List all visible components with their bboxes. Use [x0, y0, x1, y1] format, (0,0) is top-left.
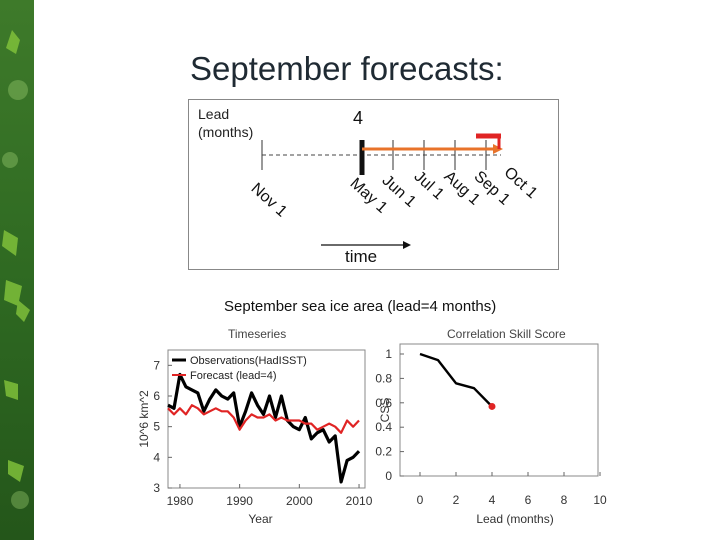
css-lead4-marker	[488, 402, 496, 410]
slide-title: September forecasts:	[190, 50, 504, 87]
y-tick-label: 7	[153, 358, 160, 372]
timeline-graphics	[261, 133, 503, 249]
x-tick-label: 2010	[346, 494, 373, 508]
css-xlabel: Lead (months)	[476, 512, 553, 526]
y-tick-label: 6	[153, 389, 160, 403]
y-tick-label: 0.2	[375, 445, 392, 459]
lead-axis-label: Lead (months)	[198, 105, 253, 141]
timeseries-plot-frame	[167, 349, 366, 489]
lead-label-line2: (months)	[198, 124, 254, 140]
css-plot-frame	[399, 343, 599, 477]
y-tick-label: 4	[153, 450, 160, 464]
x-tick-label: 2000	[286, 494, 313, 508]
x-tick-label: 10	[593, 493, 607, 507]
css-ylabel: CSS	[378, 398, 392, 423]
x-tick-label: 8	[561, 493, 568, 507]
legend-entry: Observations(HadISST)	[190, 355, 307, 367]
legend-entry: Forecast (lead=4)	[190, 370, 277, 382]
y-tick-label: 0.8	[375, 371, 392, 385]
x-tick-label: 6	[525, 493, 532, 507]
forecast-series-line	[167, 404, 360, 434]
x-tick-label: 1990	[226, 494, 253, 508]
figure-suptitle: September sea ice area (lead=4 months)	[224, 298, 496, 315]
x-tick-label: 4	[489, 493, 496, 507]
timeseries-title: Timeseries	[228, 327, 286, 341]
y-tick-label: 0.4	[375, 420, 392, 434]
observations-series-line	[167, 372, 361, 484]
forecast-lead-diagram: Lead (months) 4 time Nov 1 May 1 Jun 1 J…	[188, 99, 559, 270]
x-tick-label: 0	[417, 493, 424, 507]
css-title: Correlation Skill Score	[447, 327, 566, 341]
time-axis-label: time	[345, 247, 378, 266]
lead-label-line1: Lead	[198, 106, 230, 122]
y-tick-label: 1	[385, 347, 392, 361]
time-arrow-head	[403, 241, 411, 249]
timeseries-ylabel: 10^6 km^2	[137, 390, 151, 448]
y-tick-label: 0	[385, 469, 392, 483]
x-tick-label: 1980	[167, 494, 194, 508]
y-tick-label: 3	[153, 481, 160, 495]
leaf-sidebar-decoration	[0, 0, 34, 540]
y-tick-label: 0.6	[375, 396, 392, 410]
lead-value: 4	[353, 108, 364, 128]
css-series-line	[419, 352, 493, 408]
timeseries-xlabel: Year	[248, 512, 272, 526]
x-tick-label: 2	[453, 493, 460, 507]
y-tick-label: 5	[153, 420, 160, 434]
